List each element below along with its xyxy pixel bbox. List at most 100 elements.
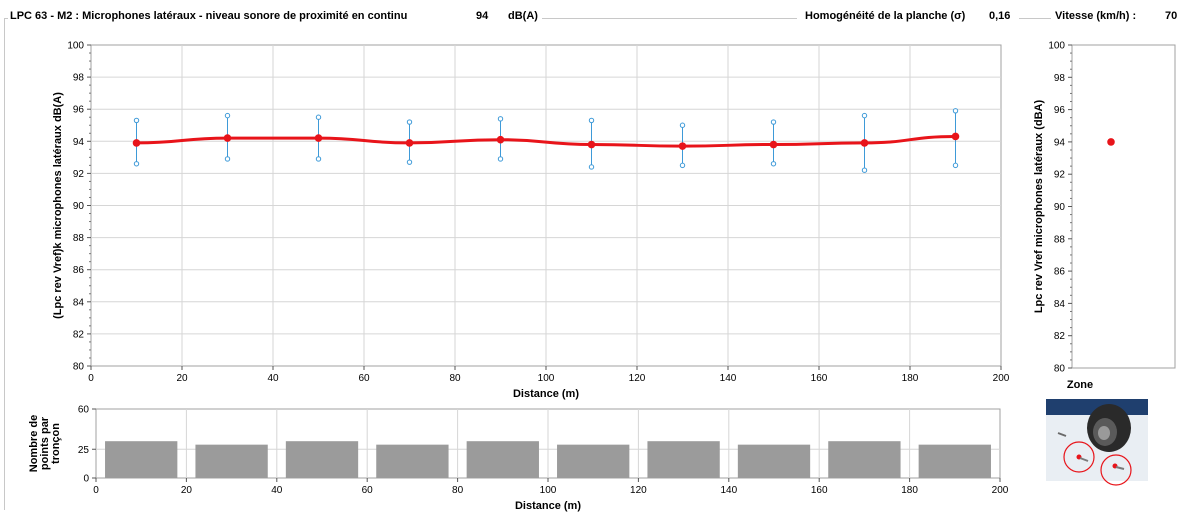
x-tick-label: 0 [88, 373, 94, 384]
homogeneity-label: Homogénéité de la planche (σ) [805, 10, 966, 22]
x-tick-label: 160 [811, 373, 828, 384]
x-tick-label: 180 [901, 485, 918, 496]
plot-area [1071, 44, 1176, 369]
y-tick-label: 98 [1054, 73, 1066, 84]
count-bar [557, 444, 630, 478]
x-tick-label: 160 [811, 485, 828, 496]
error-high-marker [770, 119, 777, 125]
error-low-marker [133, 161, 140, 167]
speed-value: 70 [1165, 10, 1178, 22]
group-border-left [4, 18, 5, 510]
data-point [587, 140, 596, 149]
data-point [132, 139, 141, 147]
homogeneity-value: 0,16 [989, 10, 1011, 22]
count-bar [828, 441, 901, 478]
level-unit: dB(A) [508, 10, 538, 22]
count-bar [195, 444, 268, 478]
y-tick-label: 84 [1054, 299, 1066, 310]
x-tick-label: 120 [629, 373, 646, 384]
error-low-marker [315, 156, 322, 162]
y-tick-label: 100 [1048, 41, 1065, 52]
y-axis-title: (Lpc rev Vref)k microphones latéraux dB(… [52, 92, 64, 319]
x-tick-label: 100 [540, 485, 557, 496]
x-tick-label: 40 [267, 373, 279, 384]
x-tick-label: 80 [449, 373, 461, 384]
count-bar [376, 444, 449, 478]
zone-image [1046, 399, 1148, 486]
y-tick-label: 88 [73, 233, 85, 244]
y-tick-label: 98 [73, 73, 85, 84]
error-low-marker [679, 162, 686, 169]
data-point [951, 132, 960, 141]
data-point [860, 139, 869, 147]
data-point [678, 142, 687, 150]
y-tick-label: 94 [1054, 137, 1066, 148]
error-low-marker [497, 156, 504, 162]
error-high-marker [315, 114, 322, 120]
y-tick-label: 90 [73, 201, 85, 212]
error-high-marker [497, 116, 504, 122]
x-tick-label: 20 [181, 485, 193, 496]
count-bar [466, 441, 539, 478]
y-tick-label: 25 [78, 445, 90, 456]
count-bar [105, 441, 178, 478]
data-point [223, 134, 232, 142]
y-tick-label: 92 [73, 169, 85, 180]
global-chart: 80 82 84 86 88 90 92 94 96 98 100 Lpc rev Vref micr… [1033, 41, 1176, 375]
data-point [405, 139, 414, 147]
error-high-marker [952, 108, 959, 114]
error-high-marker [679, 122, 686, 128]
main-chart: 0 20 40 60 80 100 120 140 160 180 200 80 82 84 86 88 90 9… [52, 41, 1010, 401]
x-tick-label: 60 [358, 373, 370, 384]
y-axis-title: Lpc rev Vref microphones latéraux (dBA) [1033, 100, 1045, 314]
y-axis-title-line: points par [39, 416, 51, 470]
speed-label: Vitesse (km/h) : [1055, 10, 1137, 22]
group-border-top [542, 18, 797, 19]
y-tick-label: 94 [73, 137, 85, 148]
count-chart: 0 20 40 60 80 100 120 140 160 180 200 0 25 60 Distance… [28, 405, 1009, 513]
x-tick-label: 120 [630, 485, 647, 496]
y-tick-label: 60 [78, 405, 90, 416]
data-point [496, 135, 505, 144]
error-high-marker [861, 112, 868, 119]
y-tick-label: 92 [1054, 170, 1066, 181]
x-tick-label: 180 [902, 373, 919, 384]
y-tick-label: 86 [1054, 267, 1066, 278]
y-tick-label: 96 [73, 105, 85, 116]
count-bar [647, 441, 720, 478]
y-tick-label: 80 [73, 362, 85, 373]
x-tick-label: 140 [720, 485, 737, 496]
x-tick-label: 100 [538, 373, 555, 384]
level-value: 94 [476, 10, 489, 22]
series-line [136, 134, 956, 148]
error-low-marker [406, 159, 413, 165]
count-bar [918, 444, 991, 478]
x-tick-label: 0 [93, 485, 99, 496]
y-tick-label: 90 [1054, 202, 1066, 213]
y-tick-label: 82 [73, 329, 85, 340]
data-point [314, 134, 323, 142]
chart-title: LPC 63 - M2 : Microphones latéraux - niv… [10, 10, 408, 22]
y-tick-label: 88 [1054, 234, 1066, 245]
error-low-marker [770, 161, 777, 167]
y-axis-title-line: Nombre de [28, 415, 40, 472]
x-axis-title: Distance (m) [515, 500, 581, 512]
error-high-marker [588, 117, 595, 124]
y-tick-label: 80 [1054, 364, 1066, 375]
x-tick-label: 20 [176, 373, 188, 384]
group-border-left-top [4, 18, 8, 19]
x-tick-label: 200 [993, 373, 1010, 384]
y-tick-label: 100 [67, 41, 84, 52]
global-point [1107, 138, 1115, 146]
x-tick-label: 60 [362, 485, 374, 496]
y-tick-label: 84 [73, 297, 85, 308]
error-high-marker [224, 112, 231, 119]
error-low-marker [224, 156, 231, 162]
error-high-marker [133, 117, 140, 124]
group-border-right-top [1019, 18, 1051, 19]
x-tick-label: 80 [452, 485, 464, 496]
zone-title: Zone [1067, 379, 1093, 391]
x-tick-label: 40 [271, 485, 283, 496]
count-bar [737, 444, 811, 478]
